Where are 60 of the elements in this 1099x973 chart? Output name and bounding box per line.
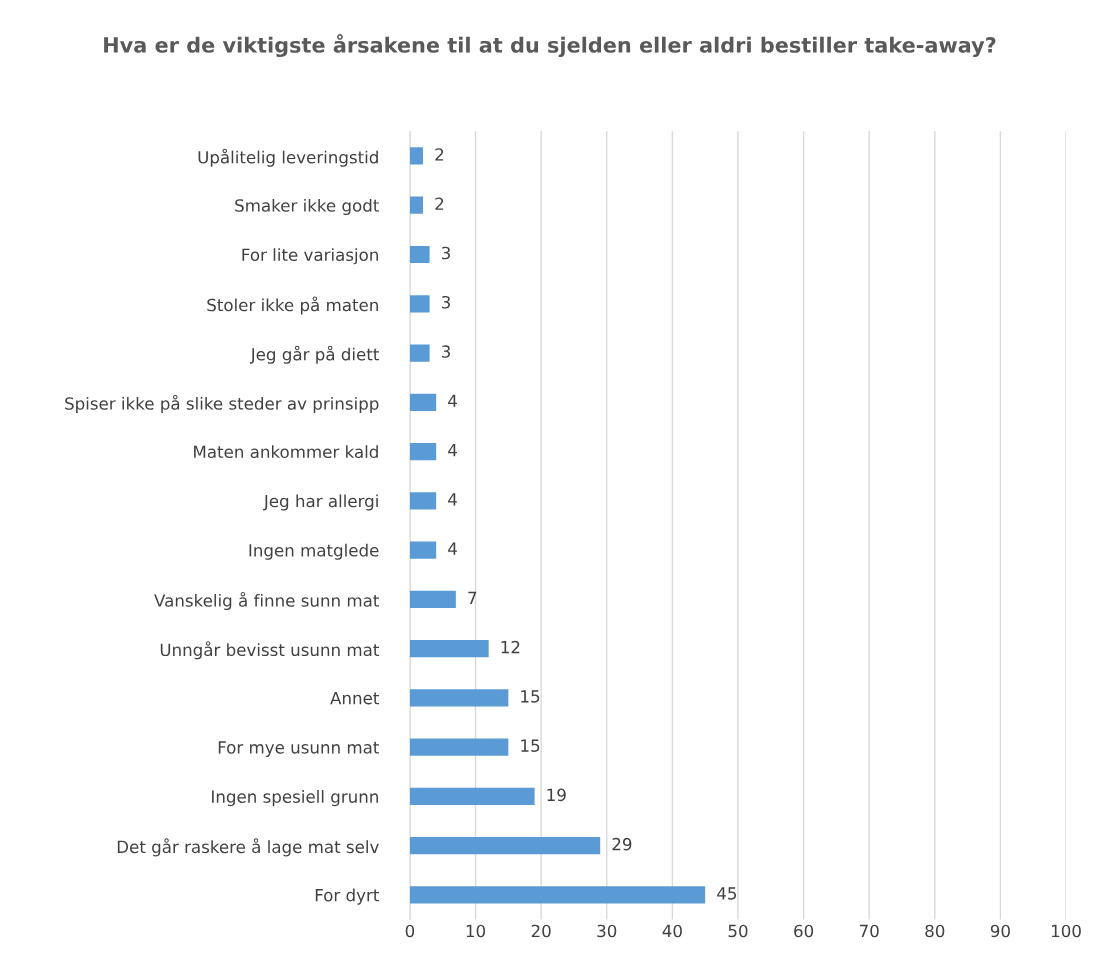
- data-label: 4: [448, 443, 457, 457]
- x-tick-label: 30: [597, 924, 617, 938]
- y-tick-label: Ingen spesiell grunn: [212, 790, 378, 807]
- y-tick-label: Spiser ikke på slike steder av prinsipp: [65, 394, 379, 414]
- bar: [409, 541, 437, 559]
- data-label: 2: [435, 197, 444, 210]
- y-tick-label: Smaker ikke godt: [235, 198, 379, 216]
- x-tick-label: 70: [859, 924, 879, 938]
- y-tick-label: Upålitelig leveringstid: [198, 148, 378, 167]
- bar: [409, 295, 430, 313]
- bar: [409, 787, 535, 805]
- y-tick-label: Maten ankommer kald: [194, 445, 378, 459]
- x-tick-label: 40: [662, 924, 682, 938]
- bar: [409, 689, 509, 707]
- x-tick-label: 20: [531, 924, 551, 938]
- x-tick-label: 60: [794, 924, 814, 938]
- bar: [409, 344, 430, 362]
- bar: [409, 836, 601, 855]
- y-tick-label: For lite variasjon: [242, 248, 378, 265]
- data-label: 4: [448, 493, 457, 506]
- y-tick-label: Vanskelig å finne sunn mat: [154, 591, 379, 611]
- data-label: 12: [501, 640, 520, 654]
- y-tick-label: Annet: [330, 692, 379, 705]
- chart-title: Hva er de viktigste årsakene til at du sjelden eller aldri bestiller take-away?: [104, 34, 996, 58]
- bar: [409, 639, 489, 658]
- data-label: 29: [612, 837, 632, 851]
- data-label: 15: [521, 739, 540, 752]
- bar: [409, 492, 437, 510]
- y-tick-label: Jeg har allergi: [263, 494, 378, 511]
- y-tick-label: For mye usunn mat: [218, 741, 379, 757]
- data-label: 15: [521, 690, 540, 703]
- data-label: 4: [448, 394, 457, 407]
- bar: [409, 393, 437, 411]
- data-label: 45: [717, 887, 737, 900]
- bar: [409, 738, 509, 756]
- y-tick-label: Unngår bevisst usunn mat: [160, 641, 379, 660]
- x-tick-label: 80: [925, 924, 945, 938]
- y-tick-label: Det går raskere å lage mat selv: [117, 838, 379, 857]
- data-label: 3: [441, 345, 450, 358]
- bar: [409, 442, 437, 461]
- data-label: 3: [441, 295, 450, 309]
- y-tick-label: Jeg går på diett: [249, 345, 379, 364]
- data-label: 4: [448, 542, 457, 555]
- bar: [409, 196, 424, 214]
- x-tick-label: 100: [1051, 924, 1081, 938]
- y-tick-label: Stoler ikke på maten: [207, 296, 378, 315]
- x-tick-label: 90: [990, 924, 1010, 938]
- bar: [409, 590, 456, 608]
- data-label: 2: [435, 148, 444, 161]
- data-label: 7: [468, 591, 477, 604]
- data-label: 3: [441, 246, 450, 260]
- bar: [409, 886, 706, 904]
- y-tick-label: For dyrt: [315, 888, 379, 905]
- x-tick-label: 0: [405, 924, 415, 938]
- x-tick-label: 10: [466, 924, 486, 938]
- bar: [409, 147, 424, 165]
- data-label: 19: [547, 788, 566, 802]
- y-tick-label: Ingen matglede: [249, 543, 379, 560]
- bar: [409, 245, 430, 264]
- x-tick-label: 50: [728, 924, 748, 938]
